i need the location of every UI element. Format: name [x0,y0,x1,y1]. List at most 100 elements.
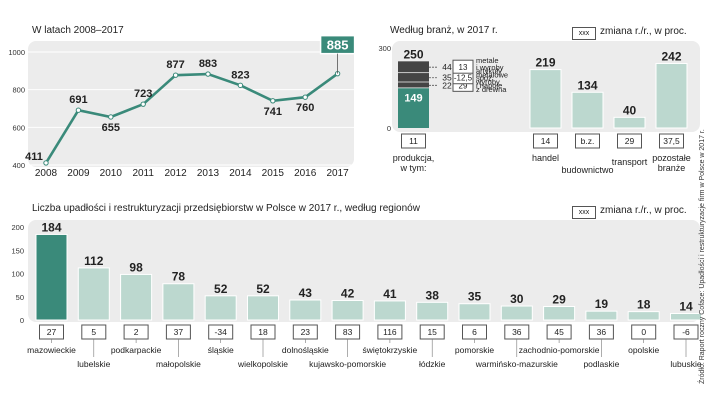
segment-name: metalowe [476,70,508,79]
y-tick-label: 200 [11,223,24,232]
category-label: zachodnio-pomorskie [519,345,600,355]
source-note: Źródło: Raport roczny Coface: Upadłości … [699,129,706,384]
x-tick-label: 2012 [164,168,187,179]
change-value: 83 [343,327,353,337]
regions-legend-text: zmiana r./r., w proc. [600,205,687,216]
category-label: wielkopolskie [237,359,288,369]
category-label: świętokrzyskie [363,345,418,355]
data-point [270,98,276,104]
data-label: 741 [264,106,282,118]
bar-region [670,312,702,321]
data-label: 655 [102,122,120,134]
data-label: 723 [134,88,152,100]
bar-region [289,299,322,321]
bar-region [77,267,110,321]
change-box [533,133,558,149]
branch-legend-box: xxx [572,27,596,40]
segment-value: 44 [442,62,452,72]
bar-region [120,273,153,321]
segment-value: 22 [442,80,452,90]
data-label: 35 [468,290,482,304]
segment-name: wyroby [475,78,500,87]
y-tick-label: 600 [12,123,25,132]
change-value: 29 [625,136,635,146]
x-tick-label: 2017 [326,168,349,179]
change-value: 5 [91,327,96,337]
change-value: 23 [301,327,311,337]
line-chart-title: W latach 2008–2017 [32,25,124,36]
line-chart: 400 600 800 1000 2008 2009 2010 2011 2012 2013 201… [8,34,356,179]
change-value: -6 [682,327,690,337]
x-tick-label: 2016 [294,168,317,179]
branch-legend-text: zmiana r./r., w proc. [600,26,687,37]
bar-production-segment [398,61,429,73]
change-value: 0 [641,327,646,337]
bar-region [543,306,576,321]
category-label: podkarpackie [111,345,162,355]
change-value: 11 [409,136,418,146]
data-label: 250 [403,47,423,61]
change-box [401,133,426,149]
change-value: 37,5 [663,136,680,146]
change-box [659,133,684,149]
regions-chart-title: Liczba upadłości i restrukturyzacji prze… [32,203,420,214]
change-value: 18 [258,327,268,337]
category-label: produkcja, [393,153,435,163]
category-label: opolskie [628,345,659,355]
bar-region [204,295,237,321]
y-tick-label: 0 [387,124,391,133]
y-tick-label: 400 [12,161,25,170]
data-label: 19 [595,297,609,311]
y-tick-label: 100 [11,270,24,279]
data-label: 78 [172,270,186,284]
bar-branch [613,116,646,129]
data-point [172,72,179,78]
data-label: 29 [552,293,566,307]
category-label: budownictwo [561,165,613,175]
data-label: 219 [535,56,555,70]
bar-region [585,310,618,321]
series-line [44,72,339,164]
data-label: 134 [577,78,597,92]
x-tick-label: 2010 [100,168,123,179]
data-point [237,82,244,89]
category-label: warmińsko-mazurskie [475,359,558,369]
change-value: 45 [554,327,564,337]
data-label: 18 [637,298,651,312]
bar-production-segment [398,82,429,88]
category-label: pozostałe [652,153,691,163]
segment-name: i wyroby [476,63,504,72]
data-label: 149 [404,92,422,104]
change-value: 14 [541,136,551,146]
bar-region [458,303,491,321]
bar-production-segment [398,73,429,82]
data-point [75,107,82,113]
x-tick-label: 2014 [229,168,252,179]
category-label: pomorskie [455,345,494,355]
regions-legend-box: xxx [572,206,596,219]
bar-region [416,301,449,321]
category-label: w tym: [400,163,427,173]
segment-value: 35 [442,73,452,83]
change-value: 2 [134,327,139,337]
bar-region [35,233,68,321]
change-value: 27 [47,327,57,337]
category-label: handel [532,153,559,163]
change-value: 36 [512,327,522,337]
segment-name: metale [476,56,499,65]
data-label: 98 [129,260,143,274]
segment-change: 13 [459,63,468,72]
data-label: 52 [256,282,270,296]
bar-branch [529,69,562,129]
data-point [108,114,114,120]
segment-name: artykuły [476,67,502,76]
data-label: 883 [199,58,217,70]
y-tick-label: 800 [12,86,25,95]
bar-region [500,305,533,321]
data-label: 877 [166,59,184,71]
category-label: transport [612,157,648,167]
category-label: lubelskie [77,359,110,369]
category-label: kujawsko-pomorskie [309,359,386,369]
change-value: 37 [174,327,184,337]
